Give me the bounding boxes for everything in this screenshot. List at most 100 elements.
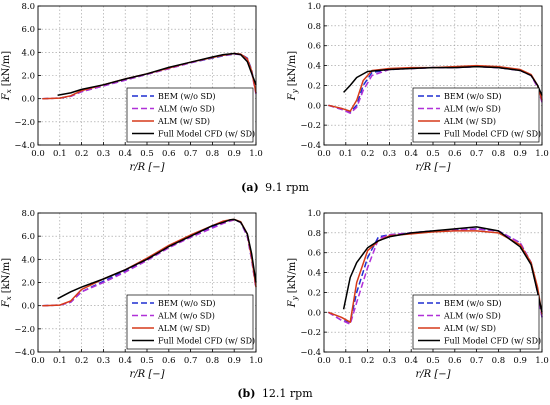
x-tick-label: 0.8 xyxy=(492,149,506,159)
y-tick-label: 8.0 xyxy=(21,209,35,219)
y-tick-label: 0.8 xyxy=(307,22,321,32)
y-tick-label: 1.0 xyxy=(307,209,321,219)
legend-label: BEM (w/o SD) xyxy=(444,92,502,101)
series-line-full-model-cfd-w-sd- xyxy=(57,218,257,300)
y-axis-label: Fy[kN/m] xyxy=(287,258,299,308)
y-tick-label: 6.0 xyxy=(21,25,35,35)
y-tick-label: 0.0 xyxy=(21,302,35,312)
x-axis-label: r/R [−] xyxy=(415,162,450,173)
x-tick-label: 0.3 xyxy=(383,356,397,366)
x-tick-label: 0.0 xyxy=(317,356,331,366)
x-tick-label: 0.9 xyxy=(513,149,527,159)
caption-bottom-label: (b) xyxy=(237,387,255,400)
x-tick-label: 0.1 xyxy=(339,356,353,366)
x-tick-label: 1.0 xyxy=(535,356,549,366)
y-tick-label: 0.4 xyxy=(307,269,321,279)
series-line-alm-w-sd- xyxy=(328,230,543,323)
y-axis-label-unit: [kN/m] xyxy=(287,51,298,87)
y-tick-label: 0.0 xyxy=(21,95,35,105)
legend-label: Full Model CFD (w/ SD) xyxy=(444,337,541,346)
x-axis-label: r/R [−] xyxy=(129,369,164,380)
legend-label: ALM (w/ SD) xyxy=(443,324,496,333)
legend-label: Full Model CFD (w/ SD) xyxy=(158,130,255,139)
x-tick-label: 0.2 xyxy=(361,149,375,159)
x-tick-label: 1.0 xyxy=(249,149,263,159)
y-axis-label-symbol: F xyxy=(1,299,12,308)
legend-label: BEM (w/o SD) xyxy=(444,299,502,308)
x-tick-label: 0.4 xyxy=(404,356,418,366)
charts-layer: 0.0 0.1 0.2 0.3 0.4 0.5 0.6 0.7 0.8 0.9 1.0 −4.0 −2.… xyxy=(1,2,549,380)
y-axis-label-subscript: y xyxy=(291,295,299,301)
y-tick-label: 8.0 xyxy=(21,2,35,12)
caption-bottom: (b) 12.1 rpm xyxy=(237,387,313,400)
y-tick-label: −4.0 xyxy=(14,141,35,151)
x-tick-label: 0.4 xyxy=(404,149,418,159)
legend-label: ALM (w/ SD) xyxy=(157,324,210,333)
y-axis-label-symbol: F xyxy=(287,299,298,308)
x-tick-label: 0.6 xyxy=(448,149,462,159)
x-tick-label: 0.3 xyxy=(97,149,111,159)
x-tick-label: 0.7 xyxy=(184,149,198,159)
y-axis-label-subscript: x xyxy=(5,296,13,300)
legend-label: Full Model CFD (w/ SD) xyxy=(444,130,541,139)
y-tick-label: 0.8 xyxy=(307,229,321,239)
x-tick-label: 0.9 xyxy=(513,356,527,366)
x-tick-label: 0.8 xyxy=(206,149,220,159)
x-tick-label: 0.4 xyxy=(118,356,132,366)
legend-label: ALM (w/o SD) xyxy=(157,105,215,114)
x-tick-label: 0.3 xyxy=(383,149,397,159)
x-tick-label: 0.6 xyxy=(162,356,176,366)
x-tick-label: 0.8 xyxy=(492,356,506,366)
x-tick-label: 0.2 xyxy=(75,356,89,366)
y-tick-label: −4.0 xyxy=(14,348,35,358)
legend-label: ALM (w/o SD) xyxy=(443,312,501,321)
x-tick-label: 0.2 xyxy=(361,356,375,366)
x-tick-label: 0.0 xyxy=(31,356,45,366)
x-tick-label: 0.7 xyxy=(184,356,198,366)
y-axis-label-subscript: x xyxy=(5,89,13,93)
x-tick-label: 0.6 xyxy=(448,356,462,366)
y-tick-label: 0.4 xyxy=(307,62,321,72)
y-tick-label: −2.0 xyxy=(14,118,35,128)
caption-top-text: 9.1 rpm xyxy=(265,181,309,194)
legend-label: ALM (w/ SD) xyxy=(443,117,496,126)
y-tick-label: 0.2 xyxy=(307,288,321,298)
y-tick-label: 1.0 xyxy=(307,2,321,12)
y-tick-label: 4.0 xyxy=(21,255,35,265)
series-line-full-model-cfd-w-sd- xyxy=(342,226,543,313)
y-tick-label: 2.0 xyxy=(21,279,35,289)
y-axis-label-unit: [kN/m] xyxy=(1,258,12,294)
y-tick-label: −0.2 xyxy=(300,328,321,338)
y-axis-label-unit: [kN/m] xyxy=(1,51,12,87)
x-tick-label: 0.5 xyxy=(140,356,154,366)
legend-label: ALM (w/o SD) xyxy=(443,105,501,114)
legend-label: ALM (w/o SD) xyxy=(157,312,215,321)
series-line-full-model-cfd-w-sd- xyxy=(343,65,543,96)
y-tick-label: 0.0 xyxy=(307,308,321,318)
legend-label: Full Model CFD (w/ SD) xyxy=(158,337,255,346)
x-tick-label: 1.0 xyxy=(249,356,263,366)
x-tick-label: 0.5 xyxy=(426,356,440,366)
x-tick-label: 0.1 xyxy=(53,149,67,159)
y-tick-label: 4.0 xyxy=(21,48,35,58)
x-tick-label: 0.5 xyxy=(426,149,440,159)
series-line-full-model-cfd-w-sd- xyxy=(57,52,257,96)
y-tick-label: 2.0 xyxy=(21,72,35,82)
x-tick-label: 0.2 xyxy=(75,149,89,159)
y-tick-label: −2.0 xyxy=(14,325,35,335)
y-tick-label: −0.4 xyxy=(300,348,321,358)
caption-top: (a) 9.1 rpm xyxy=(241,181,309,194)
y-axis-label-symbol: F xyxy=(287,92,298,101)
y-tick-label: 0.6 xyxy=(307,249,321,259)
chart-panel-b-fy: 0.0 0.1 0.2 0.3 0.4 0.5 0.6 0.7 0.8 0.9 1.0 −0.4 −0.… xyxy=(287,209,549,380)
x-axis-label: r/R [−] xyxy=(129,162,164,173)
y-tick-label: −0.2 xyxy=(300,121,321,131)
chart-panel-a-fx: 0.0 0.1 0.2 0.3 0.4 0.5 0.6 0.7 0.8 0.9 1.0 −4.0 −2.… xyxy=(1,2,263,173)
y-axis-label-unit: [kN/m] xyxy=(287,258,298,294)
y-axis-label: Fy[kN/m] xyxy=(287,51,299,101)
x-tick-label: 0.1 xyxy=(339,149,353,159)
y-tick-label: 0.6 xyxy=(307,42,321,52)
x-tick-label: 0.9 xyxy=(227,149,241,159)
y-tick-label: 6.0 xyxy=(21,232,35,242)
